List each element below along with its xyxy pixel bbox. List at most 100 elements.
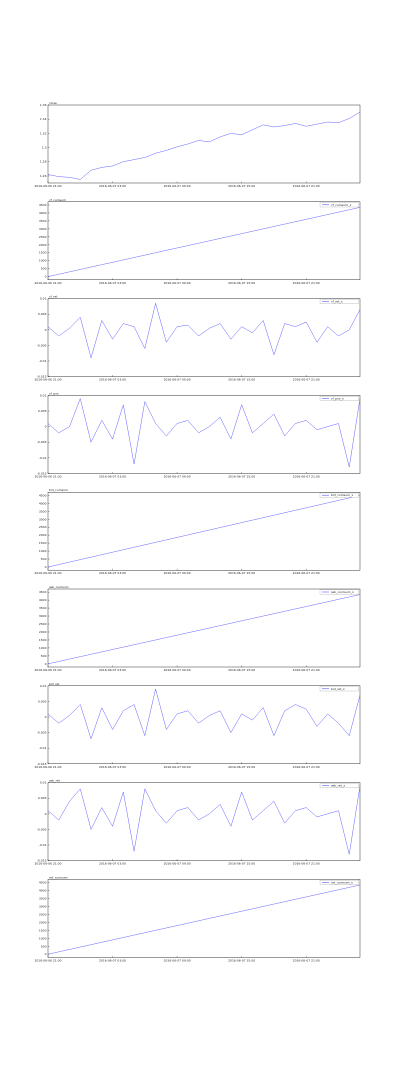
series-line [47,495,361,568]
y-tick-label: 500 [41,557,47,561]
y-tick-label: 3000 [39,904,47,908]
legend-box [319,686,359,692]
y-tick-label: -0.015 [37,762,47,766]
plot-frame [47,782,361,861]
y-tick-label: 1000 [39,259,47,263]
y-tick-label: 1.34 [40,117,47,121]
y-tick-label: 1500 [39,541,47,545]
plot-frame [47,395,361,474]
x-tick-label: 2016-06-07 15:00 [228,958,255,962]
plot-frame [47,104,361,184]
y-tick-label: 0 [45,328,47,332]
plot-frame [47,879,361,958]
x-tick-label: 2016-06-07 03:00 [99,378,126,382]
x-tick-label: 2016-06-07 03:00 [99,765,126,769]
y-tick-label: 0 [45,565,47,569]
y-tick-label: 0 [45,812,47,816]
legend-box [319,202,359,208]
y-tick-label: -0.005 [37,827,47,831]
y-tick-label: 3500 [39,509,47,513]
x-tick-label: 2016-06-07 03:00 [99,571,126,575]
x-tick-label: 2016-06-07 21:00 [293,765,320,769]
chart-title: ask_cumsum [49,585,69,589]
x-tick-label: 2016-06-06 21:00 [34,765,61,769]
x-tick-label: 2016-06-07 15:00 [228,862,255,866]
y-tick-label: 4500 [39,493,47,497]
series-line [47,688,361,740]
chart-title: cf_cumsum [49,198,66,202]
y-tick-label: 0 [45,425,47,429]
y-tick-label: 1.3 [42,146,47,150]
y-tick-label: -0.005 [37,440,47,444]
series-line [47,111,361,180]
x-tick-label: 2016-06-07 15:00 [228,378,255,382]
x-tick-label: 2016-06-06 21:00 [34,668,61,672]
chart-title: cf_ret [49,295,58,299]
y-tick-label: 0.005 [38,312,47,316]
y-tick-label: 1500 [39,251,47,255]
y-tick-label: 4000 [39,889,47,893]
legend-label: bid_cumsum_x [331,493,354,497]
legend-box [319,492,359,498]
y-tick-label: 0 [45,662,47,666]
chart-title: ask_ret [49,779,61,783]
x-tick-label: 2016-06-07 21:00 [293,862,320,866]
x-tick-label: 2016-06-07 03:00 [99,474,126,478]
y-tick-label: -0.01 [39,746,47,750]
chart-title: bid_ret [49,682,60,686]
y-tick-label: 4500 [39,203,47,207]
y-tick-label: 4000 [39,501,47,505]
x-tick-label: 2016-06-07 09:00 [164,281,191,285]
y-tick-label: 2500 [39,235,47,239]
y-tick-label: 0.005 [38,699,47,703]
x-tick-label: 2016-06-07 03:00 [99,281,126,285]
y-tick-label: 1000 [39,549,47,553]
y-tick-label: 2500 [39,622,47,626]
y-tick-label: 0.01 [40,393,47,397]
y-tick-label: 0.01 [40,297,47,301]
series-line [47,785,361,855]
x-tick-label: 2016-06-06 21:00 [34,474,61,478]
plot-frame [47,685,361,764]
legend-label: cf_cumsum_x [331,203,352,207]
series-line [47,303,361,359]
x-tick-label: 2016-06-07 09:00 [164,958,191,962]
series-line [47,594,361,665]
y-tick-label: 2000 [39,630,47,634]
x-tick-label: 2016-06-07 21:00 [293,668,320,672]
legend-label: ret_cumsum_x [331,880,353,884]
x-tick-label: 2016-06-06 21:00 [34,281,61,285]
y-tick-label: 0 [45,952,47,956]
legend-label: bid_ret_x [331,687,345,691]
legend-box [319,880,359,885]
y-tick-label: 3000 [39,614,47,618]
y-tick-label: 4000 [39,211,47,215]
x-tick-label: 2016-06-06 21:00 [34,958,61,962]
x-tick-label: 2016-06-07 09:00 [164,668,191,672]
x-tick-label: 2016-06-07 09:00 [164,378,191,382]
y-tick-label: 3000 [39,517,47,521]
x-tick-label: 2016-06-06 21:00 [34,378,61,382]
x-tick-label: 2016-06-07 15:00 [228,668,255,672]
y-tick-label: 1.36 [40,103,47,107]
x-tick-label: 2016-06-06 21:00 [34,571,61,575]
y-tick-label: 0.01 [40,684,47,688]
y-tick-label: 0 [45,275,47,279]
x-tick-label: 2016-06-07 15:00 [228,474,255,478]
y-tick-label: -0.005 [37,343,47,347]
y-tick-label: 0 [45,715,47,719]
y-tick-label: 1.26 [40,174,47,178]
y-tick-label: 3000 [39,227,47,231]
y-tick-label: 3500 [39,219,47,223]
y-tick-label: 500 [41,267,47,271]
legend-label: ask_cumsum_x [331,590,354,594]
x-tick-label: 2016-06-07 15:00 [228,184,255,188]
y-tick-label: 2000 [39,243,47,247]
plot-frame [47,201,361,281]
y-tick-label: -0.005 [37,731,47,735]
series-line [47,397,361,468]
x-tick-label: 2016-06-07 09:00 [164,765,191,769]
y-tick-label: 4500 [39,590,47,594]
x-tick-label: 2016-06-07 09:00 [164,571,191,575]
